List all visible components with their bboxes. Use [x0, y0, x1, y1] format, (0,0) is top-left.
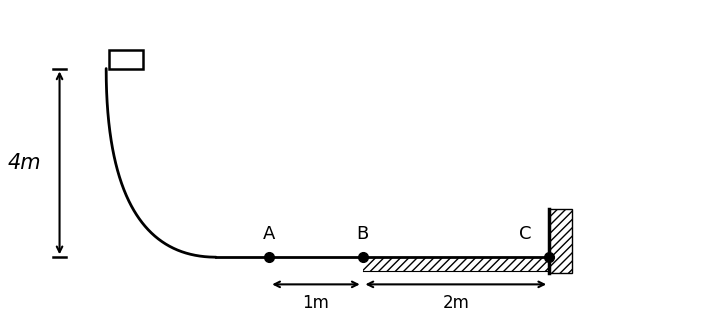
- Text: 4m: 4m: [8, 153, 41, 173]
- Bar: [549, 209, 572, 273]
- Text: B: B: [357, 225, 369, 243]
- Text: C: C: [520, 225, 532, 243]
- Text: 2m: 2m: [442, 294, 470, 312]
- Bar: [109, 50, 143, 69]
- Text: A: A: [263, 225, 276, 243]
- Bar: [362, 257, 549, 271]
- Text: 1m: 1m: [302, 294, 329, 312]
